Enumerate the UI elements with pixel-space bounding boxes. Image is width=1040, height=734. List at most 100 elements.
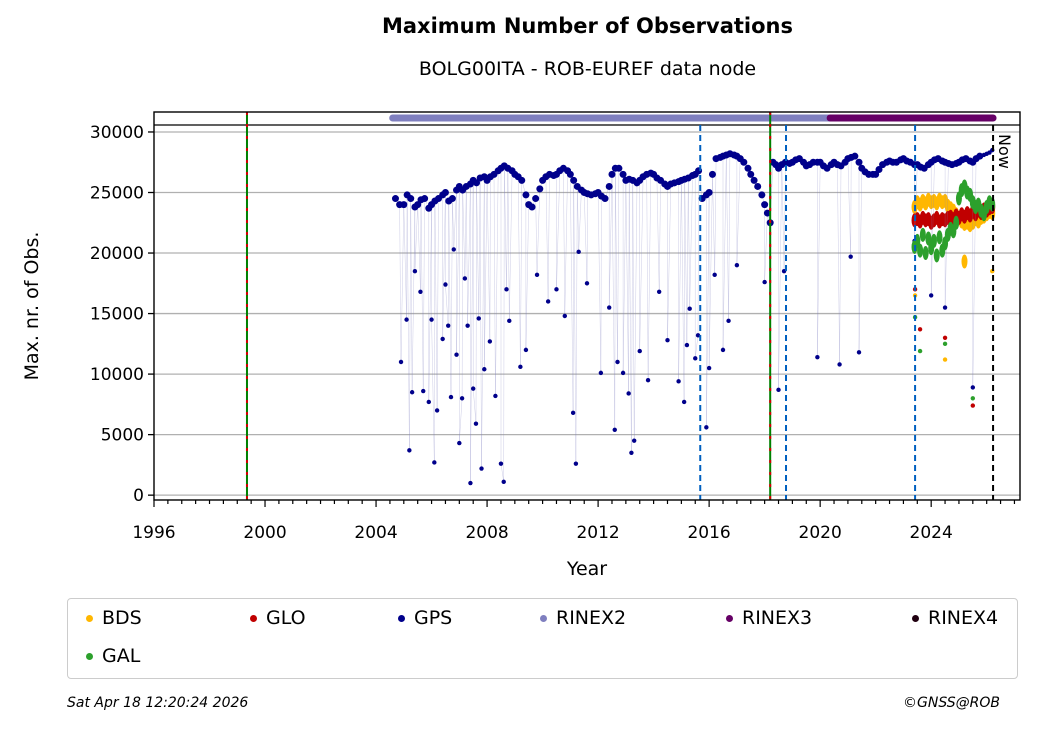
y-tick-label: 5000 — [101, 426, 144, 446]
legend-item-glo: GLO — [250, 607, 306, 629]
data-point — [608, 170, 616, 178]
data-point — [837, 362, 842, 367]
chart-subtitle: BOLG00ITA - ROB-EUREF data node — [418, 58, 757, 80]
data-point — [762, 279, 767, 285]
data-point — [570, 176, 578, 184]
series-glo — [911, 200, 996, 408]
y-tick-label: 15000 — [90, 305, 144, 325]
data-point — [930, 233, 937, 248]
legend-label: RINEX2 — [556, 607, 627, 629]
data-point — [720, 347, 726, 353]
data-point — [573, 461, 579, 466]
data-point — [684, 342, 690, 348]
data-point — [434, 408, 440, 413]
data-point — [855, 158, 863, 166]
data-point — [976, 152, 984, 160]
data-point — [570, 410, 576, 416]
data-point — [473, 421, 479, 426]
x-tick-label: 2012 — [576, 523, 619, 543]
data-point — [468, 480, 473, 486]
data-point — [615, 164, 623, 172]
now-label: Now — [995, 134, 1014, 169]
data-point — [815, 354, 820, 360]
data-point — [712, 272, 717, 278]
legend-marker-icon — [540, 614, 547, 622]
data-point — [928, 293, 934, 298]
data-point — [440, 336, 445, 342]
data-point — [545, 299, 551, 304]
data-point — [504, 287, 509, 292]
x-axis-label: Year — [566, 558, 607, 580]
y-tick-label: 0 — [133, 486, 144, 506]
data-point — [942, 341, 948, 347]
data-point — [518, 364, 523, 370]
data-point — [576, 249, 581, 255]
data-point — [734, 262, 740, 268]
x-tick-label: 1996 — [132, 523, 175, 543]
copyright: ©GNSS@ROB — [903, 695, 1000, 711]
data-point — [942, 335, 948, 340]
data-point — [917, 243, 924, 258]
legend-marker-icon — [398, 614, 405, 622]
data-point — [645, 377, 651, 383]
data-point — [421, 195, 429, 203]
y-tick-label: 10000 — [90, 365, 144, 385]
data-point — [705, 189, 713, 197]
data-point — [620, 370, 626, 376]
data-point — [404, 317, 409, 322]
data-point — [936, 230, 943, 245]
data-point — [681, 399, 687, 405]
data-point — [443, 282, 448, 287]
data-point — [426, 399, 431, 405]
data-point — [917, 348, 923, 354]
chart-plot: 0 5000 10000 15000 20000 25000 30000 1996 2000 20… — [21, 111, 1021, 580]
data-point — [763, 209, 771, 217]
legend-marker-icon — [86, 652, 93, 660]
data-point — [400, 201, 408, 209]
data-point — [848, 254, 853, 259]
x-tick-label: 2020 — [799, 523, 842, 543]
legend: BDS GLO GPS RINEX2 RINEX3 RINEX4 GAL — [67, 598, 1018, 679]
data-point — [917, 327, 923, 332]
data-point — [942, 305, 948, 310]
data-point — [528, 203, 536, 211]
data-point — [665, 337, 670, 343]
legend-item-gps: GPS — [398, 607, 452, 629]
data-point — [740, 158, 748, 166]
data-point — [598, 370, 604, 376]
data-point — [706, 365, 712, 371]
data-point — [615, 359, 620, 365]
gps-connector-line — [395, 149, 993, 484]
legend-label: RINEX4 — [928, 607, 999, 629]
data-point — [704, 425, 709, 430]
data-point — [409, 390, 415, 395]
series-gps — [391, 147, 995, 486]
data-point — [970, 396, 976, 401]
data-point — [462, 276, 468, 281]
data-point — [454, 352, 459, 357]
data-point — [750, 176, 758, 184]
data-point — [398, 359, 404, 365]
data-point — [391, 195, 399, 203]
data-point — [566, 170, 574, 178]
data-point — [562, 313, 567, 319]
legend-marker-icon — [86, 614, 93, 622]
data-point — [875, 166, 883, 174]
data-point — [532, 195, 540, 203]
data-point — [612, 427, 617, 432]
data-point — [487, 339, 493, 344]
data-point — [446, 323, 451, 328]
data-point — [421, 388, 426, 394]
data-point — [626, 391, 631, 396]
data-point — [619, 170, 627, 178]
data-point — [953, 215, 960, 230]
data-point — [536, 185, 544, 193]
data-point — [656, 289, 662, 294]
legend-label: BDS — [102, 607, 142, 629]
data-point — [518, 176, 526, 184]
data-point — [601, 195, 609, 203]
data-point — [448, 195, 456, 203]
data-point — [922, 246, 929, 261]
timestamp: Sat Apr 18 12:20:24 2026 — [67, 695, 249, 711]
data-point — [473, 179, 481, 187]
